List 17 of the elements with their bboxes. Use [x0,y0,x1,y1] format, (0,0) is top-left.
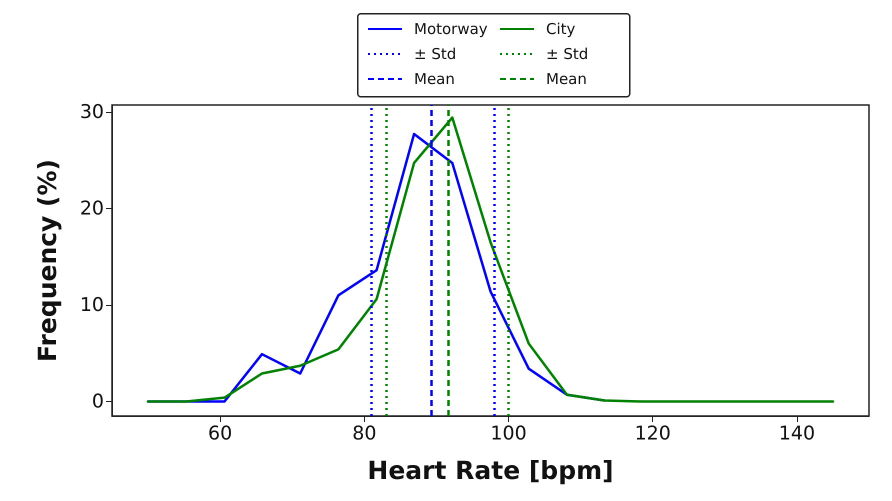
x-tick-label: 100 [490,422,527,444]
legend-label: ± Std [546,45,588,63]
y-tick-label: 20 [80,197,104,220]
legend-label: Motorway [414,20,488,38]
x-tick-label: 140 [778,422,816,444]
y-tick-label: 30 [80,100,104,123]
ref-line-label: Mean [414,70,455,88]
legend-label: Mean [546,70,587,88]
x-axis-title: Heart Rate [bpm] [367,456,614,485]
legend-label: City [546,20,576,38]
y-axis-title: Frequency (%) [33,159,62,362]
x-tick-label: 120 [634,422,671,444]
y-tick-label: 10 [80,294,104,316]
x-tick-label: 80 [352,422,376,444]
x-tick-label: 60 [208,422,232,444]
legend-label: ± Std [414,45,456,63]
y-tick-label: 0 [92,390,104,413]
